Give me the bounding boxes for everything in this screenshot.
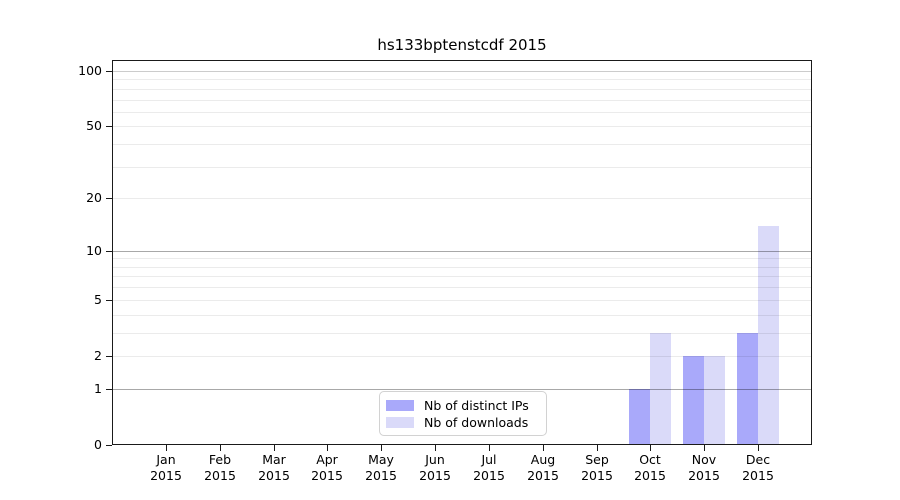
legend-label-distinct-ips: Nb of distinct IPs	[424, 398, 529, 413]
x-axis-tick	[435, 445, 436, 451]
y-axis-tick-label: 50	[86, 118, 102, 133]
gridline	[113, 89, 811, 90]
x-axis-tick-label: Oct 2015	[634, 452, 666, 483]
x-axis-tick-label: Dec 2015	[742, 452, 774, 483]
y-axis-tick	[106, 445, 112, 446]
gridline	[113, 356, 811, 357]
x-axis-tick	[650, 445, 651, 451]
x-axis-tick	[381, 445, 382, 451]
x-axis-tick-label: Apr 2015	[311, 452, 343, 483]
x-axis-tick	[220, 445, 221, 451]
y-axis-tick-label: 0	[94, 437, 102, 452]
x-axis-tick	[597, 445, 598, 451]
gridline	[113, 112, 811, 113]
bar	[704, 355, 726, 445]
legend-entry-downloads: Nb of downloads	[386, 414, 540, 431]
x-axis-tick-label: Aug 2015	[527, 452, 559, 483]
x-axis-tick-label: Sep 2015	[581, 452, 613, 483]
x-axis-tick	[327, 445, 328, 451]
x-axis-tick-label: Jul 2015	[473, 452, 505, 483]
x-axis-tick	[489, 445, 490, 451]
gridline	[113, 198, 811, 199]
y-axis-tick	[106, 300, 112, 301]
x-axis-tick	[166, 445, 167, 451]
gridline	[113, 251, 811, 252]
y-axis-tick	[106, 198, 112, 199]
legend-label-downloads: Nb of downloads	[424, 415, 529, 430]
gridline	[113, 100, 811, 101]
bar	[650, 332, 672, 445]
chart-title: hs133bptenstcdf 2015	[377, 36, 547, 54]
bar	[737, 332, 759, 445]
gridline	[113, 315, 811, 316]
y-axis-tick	[106, 251, 112, 252]
gridline	[113, 300, 811, 301]
y-axis-tick	[106, 356, 112, 357]
y-axis-tick	[106, 389, 112, 390]
x-axis-tick-label: Mar 2015	[258, 452, 290, 483]
y-axis-tick-label: 5	[94, 292, 102, 307]
gridline	[113, 79, 811, 80]
bar	[629, 388, 651, 445]
y-axis-tick	[106, 126, 112, 127]
gridline	[113, 71, 811, 72]
gridline	[113, 167, 811, 168]
x-axis-tick	[758, 445, 759, 451]
legend-swatch-downloads	[386, 417, 414, 428]
y-axis-tick	[106, 71, 112, 72]
legend-entry-distinct-ips: Nb of distinct IPs	[386, 397, 540, 414]
x-axis-tick-label: Nov 2015	[688, 452, 720, 483]
bar	[683, 355, 705, 445]
legend: Nb of distinct IPs Nb of downloads	[379, 391, 547, 436]
gridline	[113, 144, 811, 145]
gridline	[113, 276, 811, 277]
gridline	[113, 287, 811, 288]
x-axis-tick	[543, 445, 544, 451]
x-axis-tick-label: Jan 2015	[150, 452, 182, 483]
y-axis-tick-label: 10	[86, 243, 102, 258]
bar	[758, 225, 780, 445]
gridline	[113, 267, 811, 268]
gridline	[113, 258, 811, 259]
x-axis-tick	[704, 445, 705, 451]
x-axis-tick	[274, 445, 275, 451]
gridline	[113, 126, 811, 127]
legend-swatch-distinct-ips	[386, 400, 414, 411]
y-axis-tick-label: 20	[86, 190, 102, 205]
y-axis-tick-label: 2	[94, 348, 102, 363]
x-axis-tick-label: Feb 2015	[204, 452, 236, 483]
y-axis-tick-label: 100	[78, 63, 102, 78]
y-axis-tick-label: 1	[94, 381, 102, 396]
gridline	[113, 389, 811, 390]
x-axis-tick-label: May 2015	[365, 452, 397, 483]
gridline	[113, 333, 811, 334]
x-axis-tick-label: Jun 2015	[419, 452, 451, 483]
